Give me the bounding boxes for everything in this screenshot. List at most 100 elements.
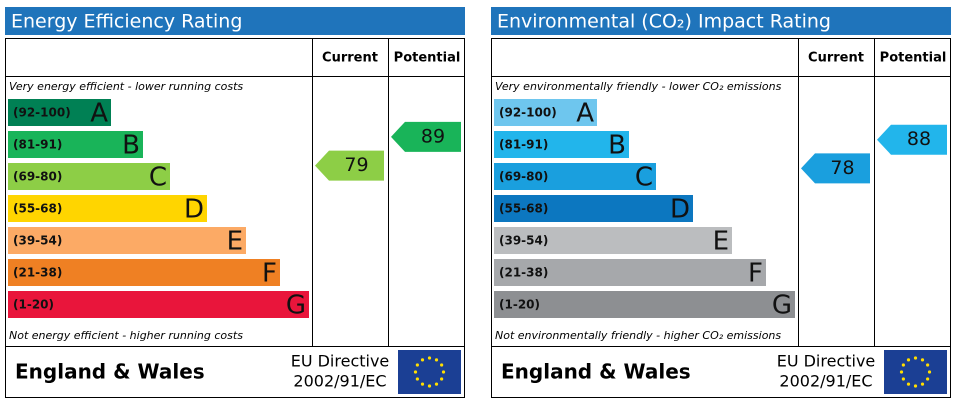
rating-band (494, 163, 656, 190)
flag-star (901, 377, 905, 381)
top-note: Very energy efficient - lower running co… (9, 80, 243, 93)
arrow-shape (391, 121, 461, 152)
band-letter: B (122, 131, 140, 161)
flag-star (926, 377, 930, 381)
flag-star (440, 377, 444, 381)
flag-star (440, 363, 444, 367)
band-range: (39-54) (499, 234, 548, 248)
rating-band (8, 291, 309, 318)
rating-arrow: 78 (801, 153, 870, 184)
footer-directive: EU Directive (777, 352, 876, 371)
arrow-shape (877, 124, 947, 155)
title-bar (5, 7, 465, 35)
rating-arrow: 79 (315, 150, 384, 181)
band-letter: F (262, 259, 277, 289)
rating-band (8, 227, 246, 254)
flag-star (420, 358, 425, 362)
band-range: (1-20) (13, 298, 54, 312)
arrow-value: 88 (907, 128, 931, 150)
top-note: Very environmentally friendly - lower CO… (495, 80, 782, 93)
flag-star (927, 370, 932, 374)
rating-band (494, 291, 795, 318)
band-letter: A (576, 99, 594, 129)
arrow-value: 78 (830, 157, 854, 179)
band-letter: B (608, 131, 626, 161)
title-bar (491, 7, 951, 35)
column-header: Current (322, 51, 378, 66)
rating-band (8, 99, 111, 126)
flag-star (913, 356, 918, 360)
flag-star (920, 358, 925, 362)
rating-band (8, 259, 280, 286)
footer-directive: 2002/91/EC (779, 372, 872, 391)
band-range: (81-91) (499, 138, 548, 152)
flag-star (415, 377, 419, 381)
flag-star (415, 363, 419, 367)
rating-band (8, 195, 207, 222)
bottom-note: Not environmentally friendly - higher CO… (495, 329, 781, 342)
arrow-value: 89 (421, 125, 445, 147)
band-letter: D (184, 195, 204, 225)
frame (491, 38, 951, 398)
flag-star (434, 382, 439, 386)
band-letter: C (149, 163, 167, 193)
band-letter: G (286, 291, 306, 321)
column-header: Current (808, 51, 864, 66)
flag-star (920, 382, 925, 386)
bottom-note: Not energy efficient - higher running co… (9, 329, 243, 342)
band-letter: D (670, 195, 690, 225)
band-letter: E (713, 227, 729, 257)
band-range: (39-54) (13, 234, 62, 248)
band-range: (1-20) (499, 298, 540, 312)
band-letter: F (748, 259, 763, 289)
flag-star (427, 384, 432, 388)
band-letter: E (227, 227, 243, 257)
band-letter: A (90, 99, 108, 129)
rating-band (494, 131, 629, 158)
band-range: (21-38) (13, 266, 62, 280)
panel-title: Environmental (CO₂) Impact Rating (497, 11, 831, 33)
band-range: (92-100) (499, 106, 557, 120)
frame (5, 38, 465, 398)
rating-band (8, 163, 170, 190)
flag-star (413, 370, 418, 374)
band-range: (69-80) (13, 170, 62, 184)
flag-star (913, 384, 918, 388)
footer-region: England & Wales (501, 360, 691, 384)
flag-star (926, 363, 930, 367)
rating-band (8, 131, 143, 158)
flag-star (420, 382, 425, 386)
panel-title: Energy Efficiency Rating (11, 11, 242, 33)
arrow-shape (315, 150, 384, 181)
flag-star (899, 370, 904, 374)
rating-band (494, 227, 732, 254)
flag-star (441, 370, 446, 374)
column-header: Potential (394, 51, 461, 66)
band-range: (21-38) (499, 266, 548, 280)
band-letter: C (635, 163, 653, 193)
footer-directive: 2002/91/EC (293, 372, 386, 391)
arrow-value: 79 (344, 154, 368, 176)
flag-star (906, 358, 911, 362)
rating-band (494, 195, 693, 222)
footer-region: England & Wales (15, 360, 205, 384)
band-range: (55-68) (499, 202, 548, 216)
band-range: (69-80) (499, 170, 548, 184)
flag-star (901, 363, 905, 367)
flag-star (427, 356, 432, 360)
footer-directive: EU Directive (291, 352, 390, 371)
rating-arrow: 89 (391, 121, 461, 152)
flag-star (434, 358, 439, 362)
band-range: (55-68) (13, 202, 62, 216)
band-letter: G (772, 291, 792, 321)
rating-band (494, 259, 766, 286)
rating-arrow: 88 (877, 124, 947, 155)
column-header: Potential (880, 51, 947, 66)
band-range: (81-91) (13, 138, 62, 152)
band-range: (92-100) (13, 106, 71, 120)
rating-band (494, 99, 597, 126)
arrow-shape (801, 153, 870, 184)
flag-star (906, 382, 911, 386)
